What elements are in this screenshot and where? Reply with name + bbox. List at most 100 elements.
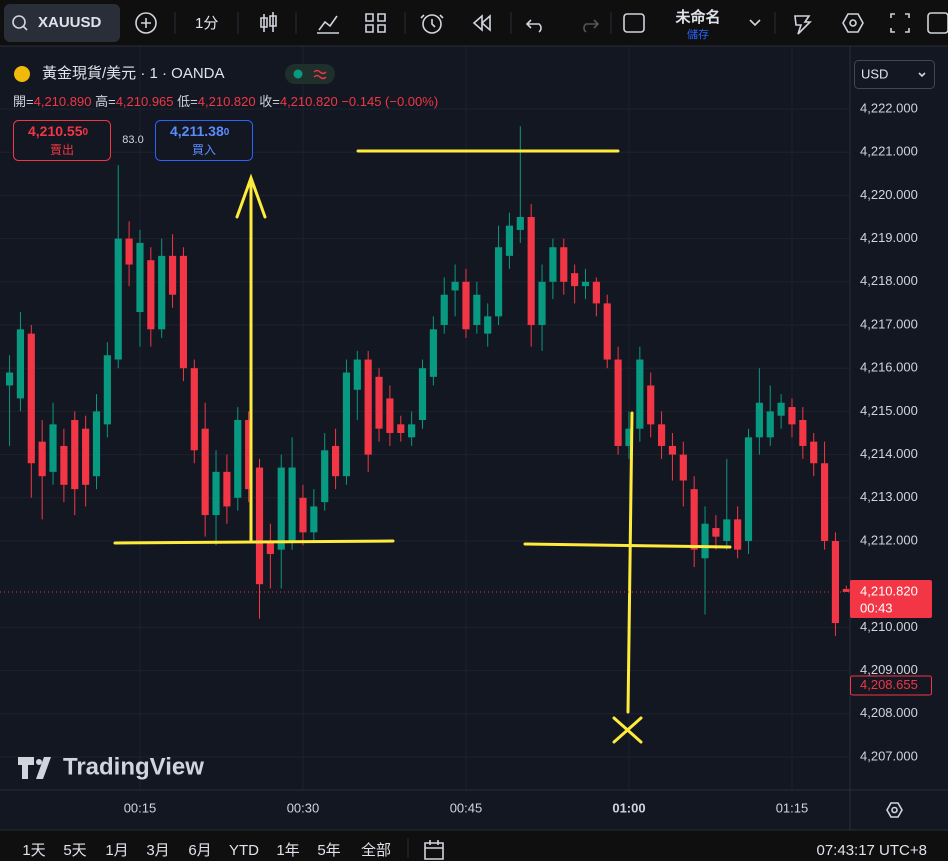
layout-menu-button[interactable] (749, 19, 761, 27)
candle (549, 238, 557, 300)
indicators-button[interactable] (317, 15, 339, 34)
layout-name[interactable]: 未命名 (674, 8, 720, 26)
candle (16, 312, 25, 412)
candle-body (636, 359, 644, 429)
quick-search-button[interactable] (794, 15, 812, 35)
range-button[interactable]: 1年 (276, 842, 299, 859)
candle-body (375, 376, 383, 429)
countdown-label: 00:43 (860, 600, 893, 615)
save-status: 儲存 (687, 27, 709, 41)
x-tick-label: 00:45 (450, 800, 483, 815)
candle-body (755, 402, 763, 438)
fullscreen-button[interactable] (890, 13, 910, 33)
candle-body (810, 441, 818, 464)
sell-button[interactable] (13, 120, 111, 161)
candle (92, 394, 101, 490)
candle-body (571, 273, 579, 287)
candle (820, 441, 829, 550)
cross-mark[interactable] (612, 716, 643, 744)
candle (27, 324, 35, 498)
range-button[interactable]: 5天 (63, 842, 86, 859)
candle (712, 515, 720, 550)
buy-price-main: 4,211.38 (170, 123, 224, 139)
range-button[interactable]: 5年 (317, 842, 340, 859)
chart-type-button[interactable] (260, 12, 277, 32)
candle-body (92, 411, 101, 477)
candle-body (723, 519, 731, 541)
support-line[interactable] (523, 542, 732, 549)
y-tick-label: 4,219.000 (860, 230, 918, 245)
low-value: 4,210.820 (198, 94, 256, 109)
candle-body (386, 398, 394, 433)
range-button[interactable]: 1天 (22, 842, 45, 859)
undo-button[interactable] (525, 19, 542, 33)
candle-body (820, 463, 829, 541)
x-tick-label: 00:15 (124, 800, 157, 815)
replay-button[interactable] (472, 14, 491, 32)
layout-button[interactable] (623, 13, 645, 33)
vertical-line[interactable] (626, 411, 634, 714)
candles (5, 126, 850, 637)
support-line[interactable] (113, 539, 395, 545)
ohlc-line: 開=4,210.890 高=4,210.965 低=4,210.820 收=4,… (13, 94, 438, 109)
alert-button[interactable] (422, 14, 442, 34)
candle (842, 585, 850, 592)
candle (744, 428, 753, 554)
candle (571, 264, 579, 304)
chart-background (0, 46, 948, 830)
candle (603, 294, 611, 369)
range-button[interactable]: YTD (229, 842, 259, 859)
candle-body (668, 445, 677, 455)
candle (755, 368, 763, 455)
currency-selector[interactable] (854, 60, 935, 89)
candle-body (125, 238, 133, 265)
axis-settings-button[interactable] (886, 802, 903, 818)
candle (592, 277, 600, 317)
candle (484, 303, 492, 347)
candle (516, 126, 524, 243)
y-tick-label: 4,222.000 (860, 100, 918, 115)
candle-body (484, 316, 492, 334)
y-tick-label: 4,216.000 (860, 360, 918, 375)
candle (342, 359, 351, 485)
candle-body (38, 441, 46, 477)
candle (38, 420, 46, 520)
candle (538, 264, 546, 351)
y-tick-label: 4,220.000 (860, 187, 918, 202)
open-label: 開 (13, 94, 26, 109)
interval-button[interactable]: 1分 (195, 15, 218, 32)
settings-button[interactable] (842, 13, 864, 33)
x-tick-label: 01:15 (776, 800, 809, 815)
candle (581, 268, 590, 300)
clock: 07:43:17 UTC+8 (817, 842, 928, 859)
range-button[interactable]: 1月 (105, 842, 128, 859)
symbol-search[interactable] (4, 4, 120, 42)
redo-button[interactable] (583, 19, 600, 33)
change-value: −0.145 (−0.00%) (341, 94, 438, 109)
candle (71, 411, 79, 516)
axis-settings-icon (891, 806, 898, 814)
snapshot-button[interactable] (927, 12, 948, 34)
candle-body (310, 506, 318, 533)
candle-body (49, 424, 57, 472)
go-to-date-button[interactable] (424, 840, 444, 860)
market-status[interactable] (285, 64, 335, 84)
buy-button[interactable] (155, 120, 253, 161)
candle-body (266, 540, 274, 554)
y-tick-label: 4,213.000 (860, 489, 918, 504)
range-button[interactable]: 6月 (188, 842, 211, 859)
candle (723, 458, 731, 550)
close-value: 4,210.820 (280, 94, 338, 109)
candle (353, 350, 361, 421)
currency-caret (918, 72, 926, 78)
range-buttons: 1天 5天 1月 3月 6月 YTD 1年 5年 全部 (22, 841, 391, 859)
candle (168, 234, 177, 308)
candle (418, 359, 427, 429)
add-symbol-button[interactable] (135, 12, 157, 34)
last-price-tag (850, 579, 932, 618)
candle (364, 350, 372, 472)
templates-button[interactable] (365, 13, 386, 33)
range-button[interactable]: 全部 (361, 841, 391, 859)
candle (321, 432, 329, 511)
range-button[interactable]: 3月 (146, 842, 169, 859)
